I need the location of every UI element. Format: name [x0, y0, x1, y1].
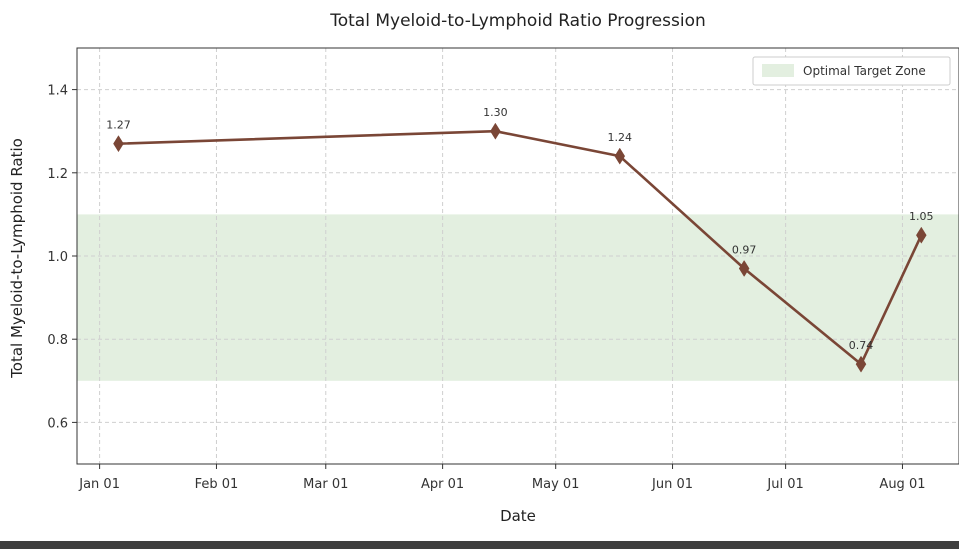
y-tick-label: 0.6: [47, 416, 68, 431]
bottom-bar: [0, 541, 959, 549]
data-point-marker: [490, 122, 501, 140]
legend-swatch: [762, 64, 794, 77]
target-zone-band-rect: [77, 214, 959, 381]
data-label: 1.27: [106, 119, 131, 132]
target-zone-band: [77, 214, 959, 381]
data-point-marker: [855, 355, 867, 373]
plot-area: 1.27 1.30 1.24 0.97 0.74 1.05: [76, 47, 959, 465]
y-tick-label: 0.8: [47, 333, 68, 348]
data-label: 1.24: [608, 131, 633, 144]
y-tick-label: 1.0: [47, 250, 68, 265]
y-tick-label: 1.2: [47, 167, 68, 182]
data-series-line: [113, 122, 927, 373]
y-axis-label: Total Myeloid-to-Lymphoid Ratio: [8, 138, 26, 379]
x-tick-label: Jun 01: [651, 477, 693, 492]
x-tick-label: Aug 01: [879, 477, 925, 492]
x-tick-label: Jan 01: [78, 477, 120, 492]
grid-lines: [77, 48, 959, 464]
data-label: 1.05: [909, 210, 934, 223]
y-axis: 0.6 0.8 1.0 1.2 1.4: [47, 84, 77, 431]
data-point-marker: [916, 226, 927, 244]
legend-box: [752, 56, 951, 86]
data-label: 0.74: [849, 339, 874, 352]
data-point-marker: [738, 260, 750, 277]
x-tick-label: Mar 01: [303, 477, 348, 492]
data-point-marker: [614, 147, 626, 165]
legend: Optimal Target Zone: [752, 56, 951, 86]
chart-title: Total Myeloid-to-Lymphoid Ratio Progress…: [329, 11, 706, 31]
data-label: 1.30: [483, 106, 508, 119]
x-tick-label: Apr 01: [421, 477, 464, 492]
x-axis-label: Date: [500, 507, 536, 525]
y-tick-label: 1.4: [47, 84, 68, 99]
series-line: [118, 129, 923, 366]
data-labels: 1.27 1.30 1.24 0.97 0.74 1.05: [106, 106, 933, 352]
data-label: 0.97: [732, 243, 757, 256]
x-tick-label: Jul 01: [766, 477, 803, 492]
data-point-marker: [113, 135, 124, 153]
legend-label: Optimal Target Zone: [803, 64, 926, 78]
x-axis: Jan 01 Feb 01 Mar 01 Apr 01 May 01 Jun 01 Jul …: [78, 464, 925, 492]
x-tick-label: Feb 01: [195, 477, 239, 492]
x-tick-label: May 01: [532, 477, 580, 492]
